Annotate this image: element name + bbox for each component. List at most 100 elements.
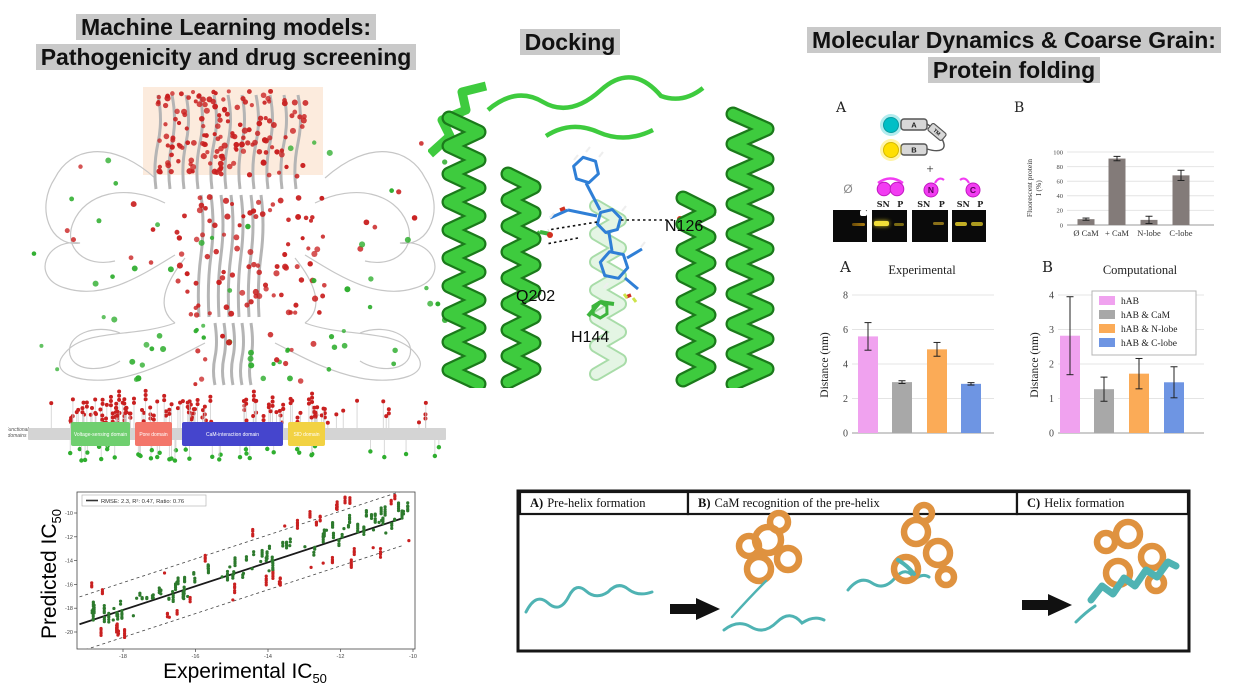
- svg-text:-10: -10: [409, 654, 417, 660]
- folding-header-a: A) Pre-helix formation: [530, 496, 646, 510]
- gel-c-lobe: [952, 210, 986, 242]
- linker-curve: [926, 138, 945, 152]
- fluor-y-label-line1: Fluorescent protein: [1025, 159, 1034, 217]
- svg-text:0: 0: [1060, 222, 1063, 229]
- svg-text:60: 60: [1057, 179, 1064, 186]
- fluorophore-construct-scheme: A TM B: [880, 114, 947, 161]
- lane-labels-3: SN P: [956, 199, 984, 209]
- gel-no-cam: [833, 210, 867, 242]
- tm-box: TM: [927, 122, 947, 142]
- dist-b-y-label: Distance (nm): [1029, 332, 1041, 398]
- legend-label-cam: hAB & CaM: [1121, 311, 1171, 321]
- dist-a-y-label: Distance (nm): [819, 332, 831, 398]
- helix-b-box-label: B: [911, 146, 917, 155]
- md-title-line2: Protein folding: [927, 57, 1101, 83]
- svg-text:C-lobe: C-lobe: [1169, 228, 1192, 238]
- scatter-plot-area: -18 -16 -14 -12 -10 -10 -12 -14 -16 -18 -20: [65, 491, 417, 660]
- gel-n-lobe: [912, 210, 948, 242]
- ml-section-title: Machine Learning models: Pathogenicity a…: [0, 12, 452, 72]
- lane-labels-1: SN P: [873, 199, 907, 209]
- folding-header-c: C) Helix formation: [1027, 496, 1125, 510]
- dist-b-panel-label: B: [1042, 258, 1053, 276]
- legend-swatch-hab: [1099, 296, 1115, 305]
- svg-text:SID domain: SID domain: [293, 432, 319, 438]
- p-label: P: [897, 199, 904, 209]
- dist-legend: hAB hAB & CaM hAB & N-lobe hAB & C-lobe: [1091, 290, 1197, 356]
- svg-text:-14: -14: [65, 559, 73, 565]
- cam-condition-icons: Ø N C: [843, 177, 981, 198]
- svg-text:4: 4: [843, 360, 848, 371]
- scatter-x-axis-label: Experimental IC50: [163, 660, 327, 686]
- functional-domains-label-line1: Functional: [8, 427, 29, 433]
- svg-text:2: 2: [843, 394, 848, 405]
- svg-text:-16: -16: [65, 582, 73, 588]
- docking-title-text: Docking: [519, 29, 621, 55]
- ml-title-line2: Pathogenicity and drug screening: [35, 44, 417, 70]
- svg-text:-10: -10: [65, 511, 73, 517]
- folding-mechanism-figure: A) Pre-helix formation B) CaM recognition …: [516, 489, 1191, 653]
- assay-panel-a-label: A: [836, 100, 847, 116]
- svg-text:4: 4: [1049, 291, 1054, 302]
- dist-a-panel-label: A: [839, 258, 851, 276]
- svg-text:-18: -18: [119, 654, 127, 660]
- svg-text:40: 40: [1057, 193, 1064, 200]
- scatter-legend-box: [81, 494, 207, 507]
- md-title-line1: Molecular Dynamics & Coarse Grain:: [807, 27, 1221, 53]
- channel-structure-figure: [31, 87, 449, 387]
- n-lobe-letter: N: [928, 185, 934, 195]
- folding-header-b: B) CaM recognition of the pre-helix: [698, 496, 880, 510]
- variant-spheres: [31, 88, 449, 387]
- svg-text:-12: -12: [337, 654, 345, 660]
- sn-label: SN: [876, 199, 890, 209]
- svg-text:0: 0: [1049, 429, 1054, 440]
- svg-text:CaM-interaction domain: CaM-interaction domain: [206, 432, 259, 438]
- svg-text:6: 6: [843, 325, 848, 336]
- legend-label-hab: hAB: [1121, 297, 1139, 307]
- dist-b-plot-area: 0 1 2 3 4: [1049, 291, 1204, 440]
- svg-text:3: 3: [1049, 325, 1054, 336]
- svg-text:N-lobe: N-lobe: [1137, 228, 1161, 238]
- fluor-plot-area: 0 20 40 60 80 100 Ø CaM + CaM N-lobe C-lobe: [1053, 149, 1214, 238]
- svg-text:-12: -12: [65, 535, 73, 541]
- svg-text:-14: -14: [264, 654, 272, 660]
- folding-outer-box: [516, 489, 1191, 653]
- helix-b-box: [900, 143, 928, 156]
- legend-swatch-clobe: [1099, 338, 1115, 347]
- folding-structures: [524, 501, 1180, 632]
- distance-computational-chart: B Computational Distance (nm) 0 1 2 3 4 hAB …: [1029, 258, 1204, 440]
- assay-panel-b-label: B: [1014, 100, 1025, 116]
- full-cam-icon: [876, 177, 905, 197]
- dist-b-title: Computational: [1103, 263, 1178, 277]
- fluor-y-label-line2: I (%): [1034, 180, 1043, 196]
- scatter-y-axis-label: Predicted IC50: [40, 509, 64, 639]
- svg-text:8: 8: [843, 291, 848, 302]
- yellow-fluorophore-icon: [883, 142, 899, 158]
- dist-a-plot-area: 0 2 4 6 8: [843, 291, 994, 440]
- legend-label-nlobe: hAB & N-lobe: [1121, 325, 1177, 335]
- svg-text:80: 80: [1057, 164, 1064, 171]
- no-cam-icon: Ø: [843, 182, 852, 196]
- residue-label-n126: N126: [665, 218, 703, 235]
- c-lobe-letter: C: [970, 185, 976, 195]
- lane-labels-2: SN P: [917, 199, 945, 209]
- svg-text:20: 20: [1057, 208, 1064, 215]
- residue-label-q202: Q202: [516, 288, 555, 305]
- c-lobe-icon: C: [959, 177, 981, 198]
- svg-text:1: 1: [1049, 394, 1054, 405]
- dist-a-title: Experimental: [888, 263, 956, 277]
- docking-figure: N126 Q202 H144: [428, 75, 775, 388]
- svg-text:Voltage-sensing domain: Voltage-sensing domain: [74, 432, 128, 438]
- helix-a-box-label: A: [911, 121, 917, 130]
- svg-text:100: 100: [1053, 149, 1063, 156]
- svg-text:-16: -16: [192, 654, 200, 660]
- plus-sign: +: [926, 161, 934, 176]
- svg-text:0: 0: [843, 429, 848, 440]
- n-lobe-icon: N: [923, 177, 945, 198]
- tm-box-label: TM: [932, 128, 942, 137]
- sequence-bar: Voltage-sensing domain Pore domain CaM-int…: [28, 422, 446, 446]
- svg-text:+ CaM: + CaM: [1105, 228, 1129, 238]
- docking-section-title: Docking: [500, 27, 640, 57]
- front-helices: [441, 106, 775, 388]
- fluorescent-protein-chart: 0 20 40 60 80 100 Ø CaM + CaM N-lobe C-lobe Fluor…: [1025, 149, 1214, 238]
